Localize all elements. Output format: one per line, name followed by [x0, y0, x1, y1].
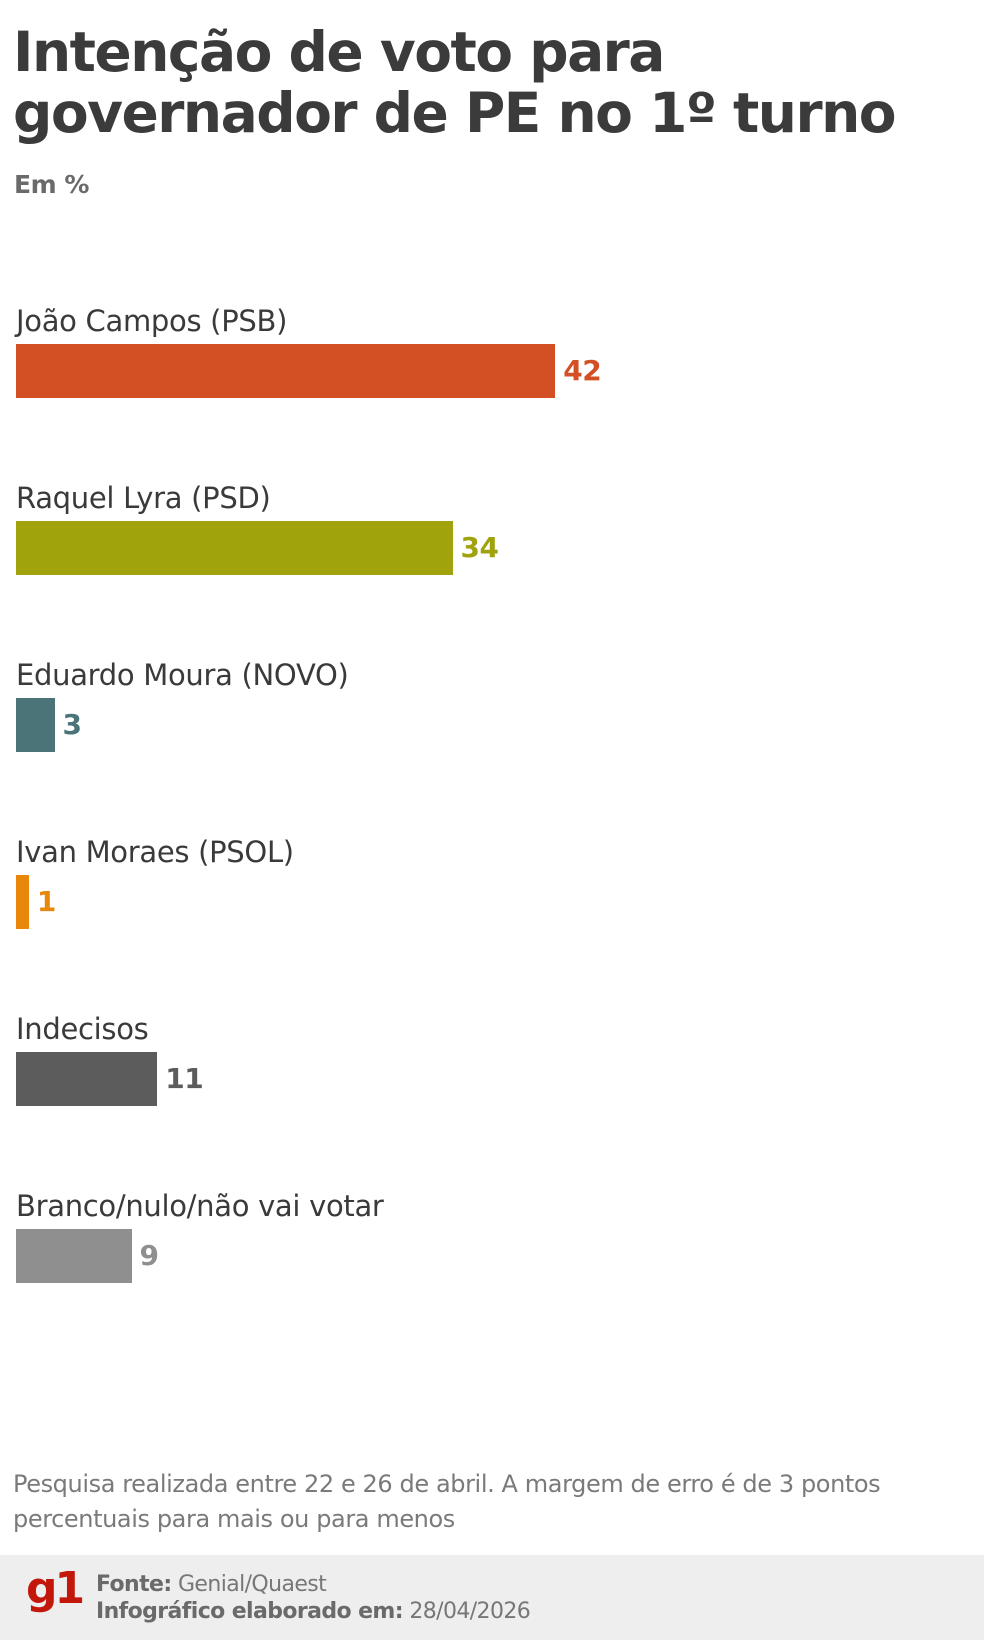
bar-row: Eduardo Moura (NOVO) 3 [16, 658, 956, 778]
bar-row: João Campos (PSB) 42 [16, 304, 956, 424]
bar-label: Branco/nulo/não vai votar [16, 1189, 384, 1223]
bar-label: Ivan Moraes (PSOL) [16, 835, 294, 869]
bar [16, 521, 453, 575]
bar-value: 34 [460, 531, 499, 564]
g1-logo: g1 [26, 1563, 85, 1614]
bar-row: Raquel Lyra (PSD) 34 [16, 481, 956, 601]
source-label: Fonte: [96, 1572, 172, 1597]
bar [16, 1229, 132, 1283]
bar [16, 1052, 158, 1106]
bar-value: 11 [165, 1062, 204, 1095]
footer: g1 Fonte: Genial/Quaest Infográfico elab… [0, 1555, 984, 1640]
bar-label: Raquel Lyra (PSD) [16, 481, 271, 515]
bar [16, 698, 55, 752]
bar-label: Indecisos [16, 1012, 149, 1046]
bar-value: 1 [36, 885, 56, 918]
bar-row: Indecisos 11 [16, 1012, 956, 1132]
chart-subtitle: Em % [14, 170, 89, 199]
bar-label: João Campos (PSB) [16, 304, 288, 338]
bar [16, 875, 29, 929]
bar [16, 344, 556, 398]
date-value: 28/04/2026 [409, 1599, 531, 1624]
source-value: Genial/Quaest [177, 1572, 327, 1597]
bar-row: Branco/nulo/não vai votar 9 [16, 1189, 956, 1309]
bar-value: 9 [139, 1239, 159, 1272]
bar-value: 3 [62, 708, 82, 741]
bar-row: Ivan Moraes (PSOL) 1 [16, 835, 956, 955]
bar-value: 42 [563, 354, 602, 387]
source-info: Fonte: Genial/Quaest Infográfico elabora… [96, 1571, 531, 1625]
methodology-note: Pesquisa realizada entre 22 e 26 de abri… [13, 1470, 881, 1533]
date-label: Infográfico elaborado em: [96, 1599, 404, 1624]
chart-title: Intenção de voto para governador de PE n… [13, 20, 897, 145]
bar-label: Eduardo Moura (NOVO) [16, 658, 349, 692]
